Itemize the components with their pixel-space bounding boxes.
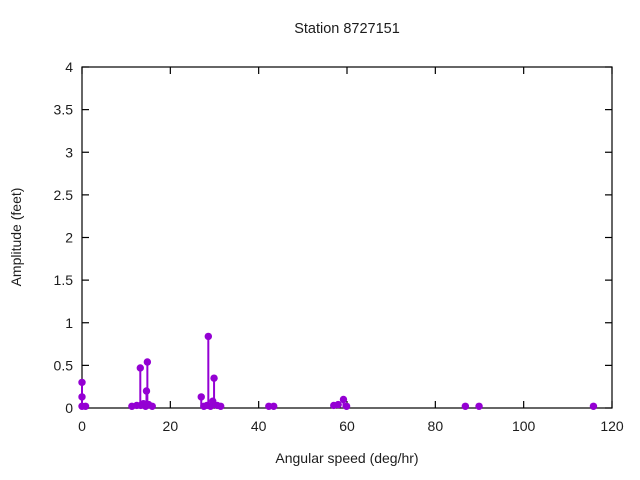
x-axis-label: Angular speed (deg/hr) — [275, 450, 418, 466]
y-tick-label: 3 — [65, 144, 73, 160]
y-tick-label: 2.5 — [54, 187, 74, 203]
chart-title: Station 8727151 — [294, 21, 400, 37]
y-tick-label: 2 — [65, 230, 73, 246]
y-tick-label: 0.5 — [54, 357, 74, 373]
x-tick-label: 60 — [339, 418, 355, 434]
data-point — [461, 402, 470, 410]
data-point — [210, 374, 218, 382]
plot-frame — [81, 66, 613, 409]
data-point — [142, 387, 151, 395]
y-axis-label: Amplitude (feet) — [8, 188, 24, 287]
data-point — [216, 402, 225, 410]
x-tick-label: 120 — [600, 418, 624, 434]
tick-labels: 0 20 40 60 80 100 120 0 0.5 1 1.5 2 2.5 3 3.5 4 — [54, 59, 624, 434]
y-tick-label: 3.5 — [54, 102, 74, 118]
y-tick-label: 1.5 — [54, 272, 74, 288]
axis-ticks — [81, 66, 613, 409]
data-point — [143, 358, 152, 366]
data-point — [78, 393, 86, 401]
y-tick-label: 1 — [65, 315, 73, 331]
data-point — [81, 402, 90, 410]
y-tick-label: 4 — [65, 59, 73, 75]
data-point — [136, 364, 144, 372]
data-point — [204, 332, 213, 341]
x-tick-label: 20 — [163, 418, 179, 434]
x-tick-label: 0 — [78, 418, 86, 434]
data-point — [78, 378, 86, 387]
x-tick-label: 40 — [251, 418, 267, 434]
data-series — [78, 332, 598, 410]
plot-border — [81, 66, 613, 409]
x-tick-label: 100 — [512, 418, 536, 434]
y-tick-label: 0 — [65, 400, 73, 416]
data-point — [197, 393, 205, 401]
data-point — [339, 395, 348, 404]
data-point — [589, 402, 598, 410]
data-point — [334, 400, 342, 409]
data-point — [342, 402, 351, 410]
data-point — [269, 402, 278, 410]
x-tick-label: 80 — [428, 418, 444, 434]
data-point — [475, 402, 483, 410]
data-point — [148, 402, 156, 410]
